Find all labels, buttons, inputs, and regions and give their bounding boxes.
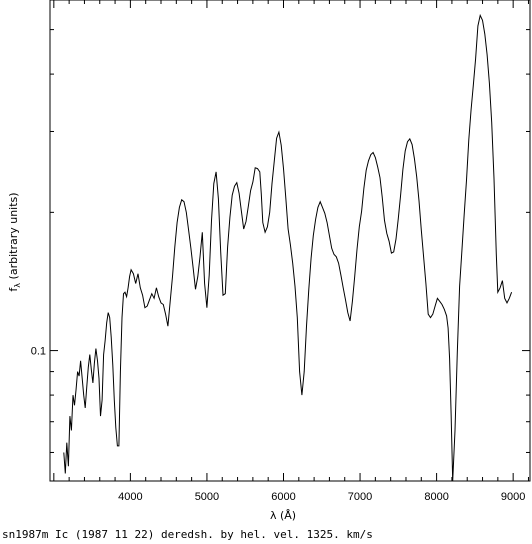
x-tick-label: 9000 [501,491,525,503]
x-tick-label: 4000 [118,491,142,503]
plot-frame [49,0,531,482]
y-tick-label: 0.1 [31,346,46,358]
x-axis-tick-labels: 4000 5000 6000 7000 8000 9000 [118,491,525,503]
y-axis-title: fλ (arbitrary units) [7,192,22,291]
y-axis-title-rest: (arbitrary units) [7,192,20,283]
x-tick-label: 7000 [348,491,372,503]
x-tick-label: 6000 [271,491,295,503]
x-axis-ticks [53,0,529,481]
x-tick-label: 8000 [424,491,448,503]
chart-caption: sn1987m Ic (1987 11 22) deredsh. by hel.… [2,528,373,541]
y-axis-title-subscript: λ [13,283,22,288]
y-axis-ticks [50,29,530,453]
y-axis-tick-labels: 0.1 [31,346,46,358]
y-axis-title-main: f [7,287,20,292]
spectrum-line [63,13,513,482]
x-tick-label: 5000 [195,491,219,503]
x-axis-title: λ (Å) [270,509,296,522]
